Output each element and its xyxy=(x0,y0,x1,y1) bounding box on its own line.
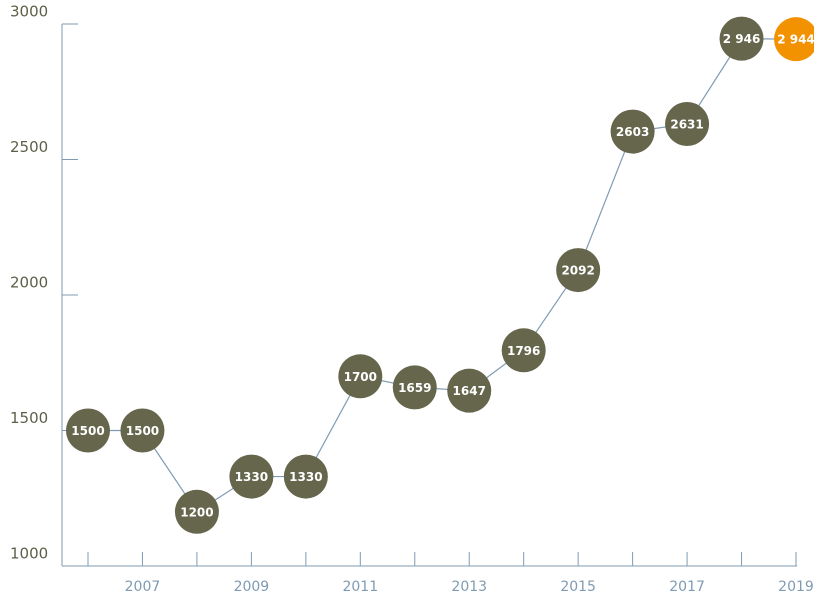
point-marker xyxy=(174,489,219,534)
data-point: 1500 xyxy=(120,408,165,453)
point-marker xyxy=(447,368,492,413)
data-point: 1700 xyxy=(338,354,383,399)
point-marker xyxy=(392,365,437,410)
data-label: 2631 xyxy=(670,117,703,131)
data-label: 1330 xyxy=(289,470,322,484)
data-point: 1500 xyxy=(66,408,110,453)
data-point: 1200 xyxy=(174,489,219,534)
data-label: 2 946 xyxy=(723,32,761,46)
data-label: 2603 xyxy=(616,125,649,139)
point-marker xyxy=(556,248,601,293)
x-tick-label: 2015 xyxy=(560,579,596,594)
x-tick-label: 2007 xyxy=(125,579,161,594)
data-point: 2 944 xyxy=(774,17,814,62)
data-point: 2092 xyxy=(556,248,601,293)
x-tick-label: 2009 xyxy=(234,579,270,594)
data-point: 2603 xyxy=(610,109,655,154)
point-marker xyxy=(338,354,383,399)
data-label: 1500 xyxy=(126,424,159,438)
x-tick-label: 2013 xyxy=(451,579,487,594)
data-point: 1659 xyxy=(392,365,437,410)
x-tick-label: 2017 xyxy=(669,579,705,594)
data-label: 1330 xyxy=(235,470,268,484)
y-tick-label: 2000 xyxy=(10,274,48,292)
y-tick-label: 1500 xyxy=(10,409,48,427)
data-label: 1500 xyxy=(71,424,104,438)
data-label: 2092 xyxy=(561,264,594,278)
data-point: 1330 xyxy=(229,454,274,499)
data-point: 2631 xyxy=(665,101,710,146)
point-marker xyxy=(665,101,710,146)
data-label: 1647 xyxy=(453,384,486,398)
x-tick-label: 2019 xyxy=(778,579,814,594)
y-tick-label: 1000 xyxy=(10,545,48,563)
point-marker xyxy=(719,16,764,61)
x-tick-label: 2011 xyxy=(342,579,378,594)
point-marker xyxy=(229,454,274,499)
point-marker xyxy=(120,408,165,453)
data-label: 1796 xyxy=(507,344,540,358)
point-marker xyxy=(774,17,814,62)
data-point: 1796 xyxy=(501,328,546,373)
data-label: 1659 xyxy=(398,381,431,395)
point-marker xyxy=(610,109,655,154)
data-label: 2 944 xyxy=(777,33,814,47)
data-label: 1200 xyxy=(180,505,213,519)
point-marker xyxy=(501,328,546,373)
y-tick-label: 3000 xyxy=(10,3,48,21)
data-point: 2 946 xyxy=(719,16,764,61)
point-marker xyxy=(283,454,328,499)
point-marker xyxy=(66,408,110,453)
data-label: 1700 xyxy=(344,370,377,384)
y-tick-label: 2500 xyxy=(10,138,48,156)
data-point: 1647 xyxy=(447,368,492,413)
data-point: 1330 xyxy=(283,454,328,499)
